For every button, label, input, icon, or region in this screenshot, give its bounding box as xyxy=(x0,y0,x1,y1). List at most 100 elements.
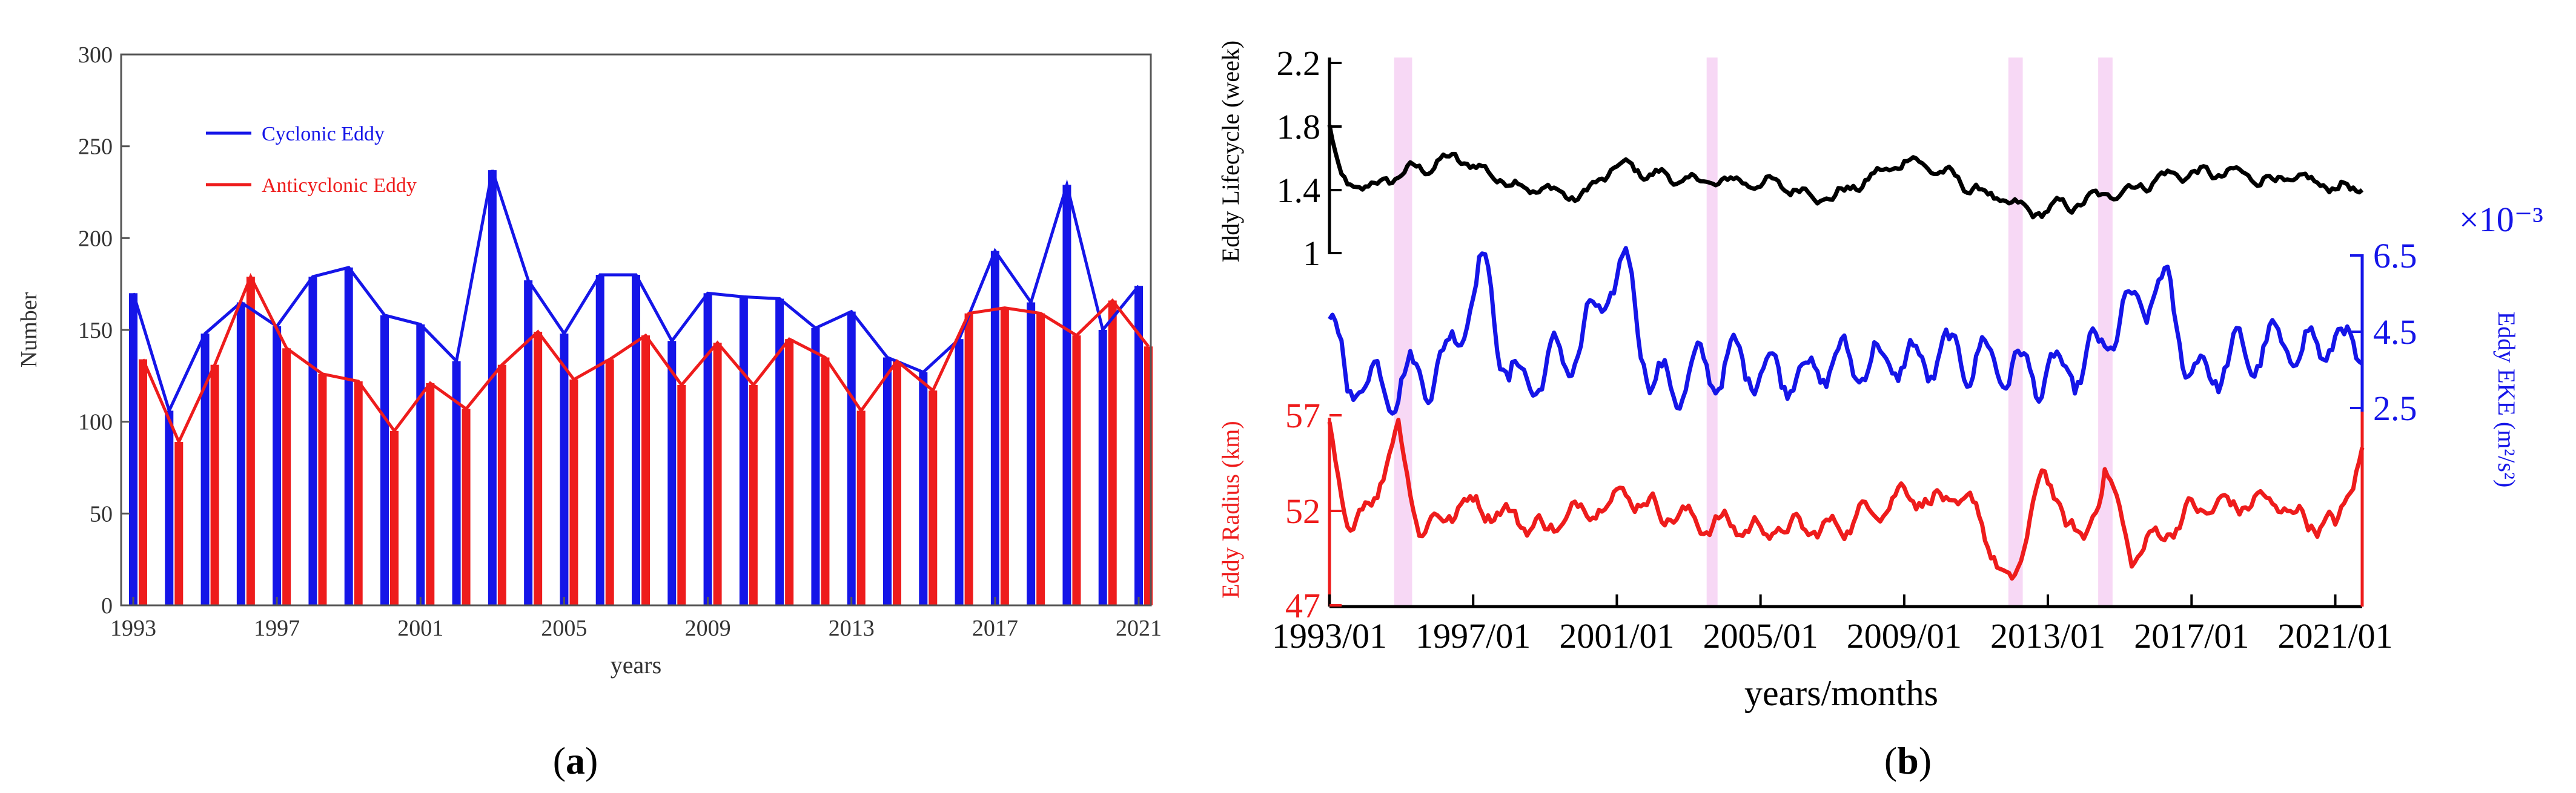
eke-tick-label: 6.5 xyxy=(2373,236,2417,275)
anticyclonic-bar xyxy=(354,381,363,605)
radius-tick-label: 52 xyxy=(1285,492,1320,531)
cyclonic-bar xyxy=(955,339,964,605)
cyclonic-bar xyxy=(703,293,712,605)
anticyclonic-bar xyxy=(497,364,506,605)
panel-a-x-ticks: 1993 1997 2001 2005 2009 2013 2017 2021 xyxy=(110,597,1162,641)
lifecycle-tick-label: 1.4 xyxy=(1277,171,1321,210)
anticyclonic-bar xyxy=(929,390,938,605)
x-tick-label: 2017 xyxy=(972,616,1018,641)
cyclonic-bar xyxy=(847,311,856,605)
anticyclonic-bar xyxy=(821,357,830,605)
cyclonic-bar xyxy=(811,327,820,605)
x-tick-label: 1997/01 xyxy=(1415,616,1531,656)
cyclonic-bar xyxy=(560,334,569,605)
y-tick-label: 100 xyxy=(78,410,113,435)
cyclonic-bar xyxy=(165,410,174,605)
panel-b-x-axis-label: years/months xyxy=(1744,673,1938,713)
eke-multiplier: ×10⁻³ xyxy=(2459,200,2543,239)
x-tick-label: 2009 xyxy=(685,616,731,641)
radius-line xyxy=(1327,418,2365,581)
x-tick-label: 2005/01 xyxy=(1703,616,1818,656)
panel-b-x-ticks: 1993/01 1997/01 2001/01 2005/01 2009/01 2013/… xyxy=(1272,594,2393,656)
anticyclonic-bar xyxy=(390,430,399,605)
anticyclonic-bar xyxy=(1072,335,1081,605)
cyclonic-bar xyxy=(273,326,282,605)
anticyclonic-bar xyxy=(318,373,327,605)
cyclonic-bar xyxy=(380,315,389,605)
anticyclonic-bar xyxy=(713,343,722,605)
lifecycle-tick-label: 2.2 xyxy=(1277,44,1321,83)
anticyclonic-bar xyxy=(139,359,147,605)
y-tick-label: 300 xyxy=(78,42,113,68)
x-tick-label: 2021/01 xyxy=(2277,616,2392,656)
x-tick-label: 2021 xyxy=(1116,616,1162,641)
cyclonic-bar xyxy=(775,298,784,605)
anticyclonic-bar xyxy=(462,409,471,605)
cyclonic-bar xyxy=(1027,302,1036,605)
highlight-band xyxy=(1706,58,1718,605)
cyclonic-bar xyxy=(524,280,533,606)
cyclonic-bar xyxy=(236,302,245,605)
cyclonic-bar xyxy=(919,372,928,605)
cyclonic-bar xyxy=(595,275,604,605)
anticyclonic-bar xyxy=(856,410,866,605)
anticyclonic-line xyxy=(141,272,1150,446)
cyclonic-line xyxy=(131,169,1140,415)
x-tick-label: 1997 xyxy=(254,616,300,641)
x-tick-label: 2017/01 xyxy=(2134,616,2249,656)
anticyclonic-bar xyxy=(1000,308,1009,605)
anticyclonic-bar xyxy=(964,313,973,605)
eke-line xyxy=(1328,246,2363,416)
anticyclonic-bar xyxy=(677,385,686,605)
cyclonic-bar xyxy=(308,277,317,605)
lifecycle-axis-label: Eddy Lifecycle (week) xyxy=(1217,41,1244,262)
lifecycle-line xyxy=(1327,124,2364,220)
panel-b-label: (b) xyxy=(1884,739,1932,782)
y-tick-label: 0 xyxy=(101,593,113,619)
anticyclonic-bar xyxy=(569,379,578,605)
anticyclonic-bar xyxy=(210,364,219,605)
lifecycle-y-ticks: 2.2 1.8 1.4 1 xyxy=(1277,44,1342,273)
highlight-band xyxy=(2098,58,2113,605)
x-tick-label: 2009/01 xyxy=(1847,616,1962,656)
panel-a: 0 50 100 150 200 250 300 1993 1997 2001 2005 2009 2… xyxy=(16,42,1162,782)
eke-tick-label: 4.5 xyxy=(2373,312,2417,352)
legend-anticyclonic-label: Anticyclonic Eddy xyxy=(262,174,417,197)
cyclonic-bar xyxy=(200,334,210,605)
anticyclonic-bar xyxy=(1108,300,1117,605)
cyclonic-bar xyxy=(344,267,353,605)
anticyclonic-bar xyxy=(174,442,184,605)
radius-tick-label: 47 xyxy=(1285,586,1320,625)
y-tick-label: 150 xyxy=(78,318,113,343)
radius-axis-label: Eddy Radius (km) xyxy=(1217,421,1244,598)
cyclonic-bar xyxy=(416,324,425,605)
lifecycle-tick-label: 1.8 xyxy=(1277,107,1321,146)
panel-a-y-ticks: 0 50 100 150 200 250 300 xyxy=(78,42,130,619)
anticyclonic-bar xyxy=(534,332,543,605)
cyclonic-bar xyxy=(452,361,461,605)
anticyclonic-bar xyxy=(785,339,794,605)
anticyclonic-bar xyxy=(641,335,650,605)
radius-tick-label: 57 xyxy=(1285,396,1320,435)
radius-y-ticks: 57 52 47 xyxy=(1285,396,1342,625)
anticyclonic-bar xyxy=(426,383,435,605)
cyclonic-bar xyxy=(667,341,677,605)
anticyclonic-bar xyxy=(893,361,901,605)
panel-a-lines xyxy=(131,169,1150,446)
legend-cyclonic-label: Cyclonic Eddy xyxy=(262,123,385,145)
eke-tick-label: 2.5 xyxy=(2373,389,2417,428)
cyclonic-bar xyxy=(739,297,748,605)
anticyclonic-bar xyxy=(246,277,255,605)
anticyclonic-bar xyxy=(1036,313,1045,605)
highlight-band xyxy=(2008,58,2023,605)
panel-a-y-axis-label: Number xyxy=(16,292,42,367)
x-tick-label: 2005 xyxy=(541,616,587,641)
x-tick-label: 2013/01 xyxy=(1990,616,2105,656)
cyclonic-bar xyxy=(129,293,137,605)
y-tick-label: 250 xyxy=(78,134,113,160)
anticyclonic-bar xyxy=(749,385,758,605)
y-tick-label: 200 xyxy=(78,226,113,251)
panel-b: 1993/01 1997/01 2001/01 2005/01 2009/01 2013/… xyxy=(1217,41,2543,782)
cyclonic-bar xyxy=(1098,330,1107,605)
